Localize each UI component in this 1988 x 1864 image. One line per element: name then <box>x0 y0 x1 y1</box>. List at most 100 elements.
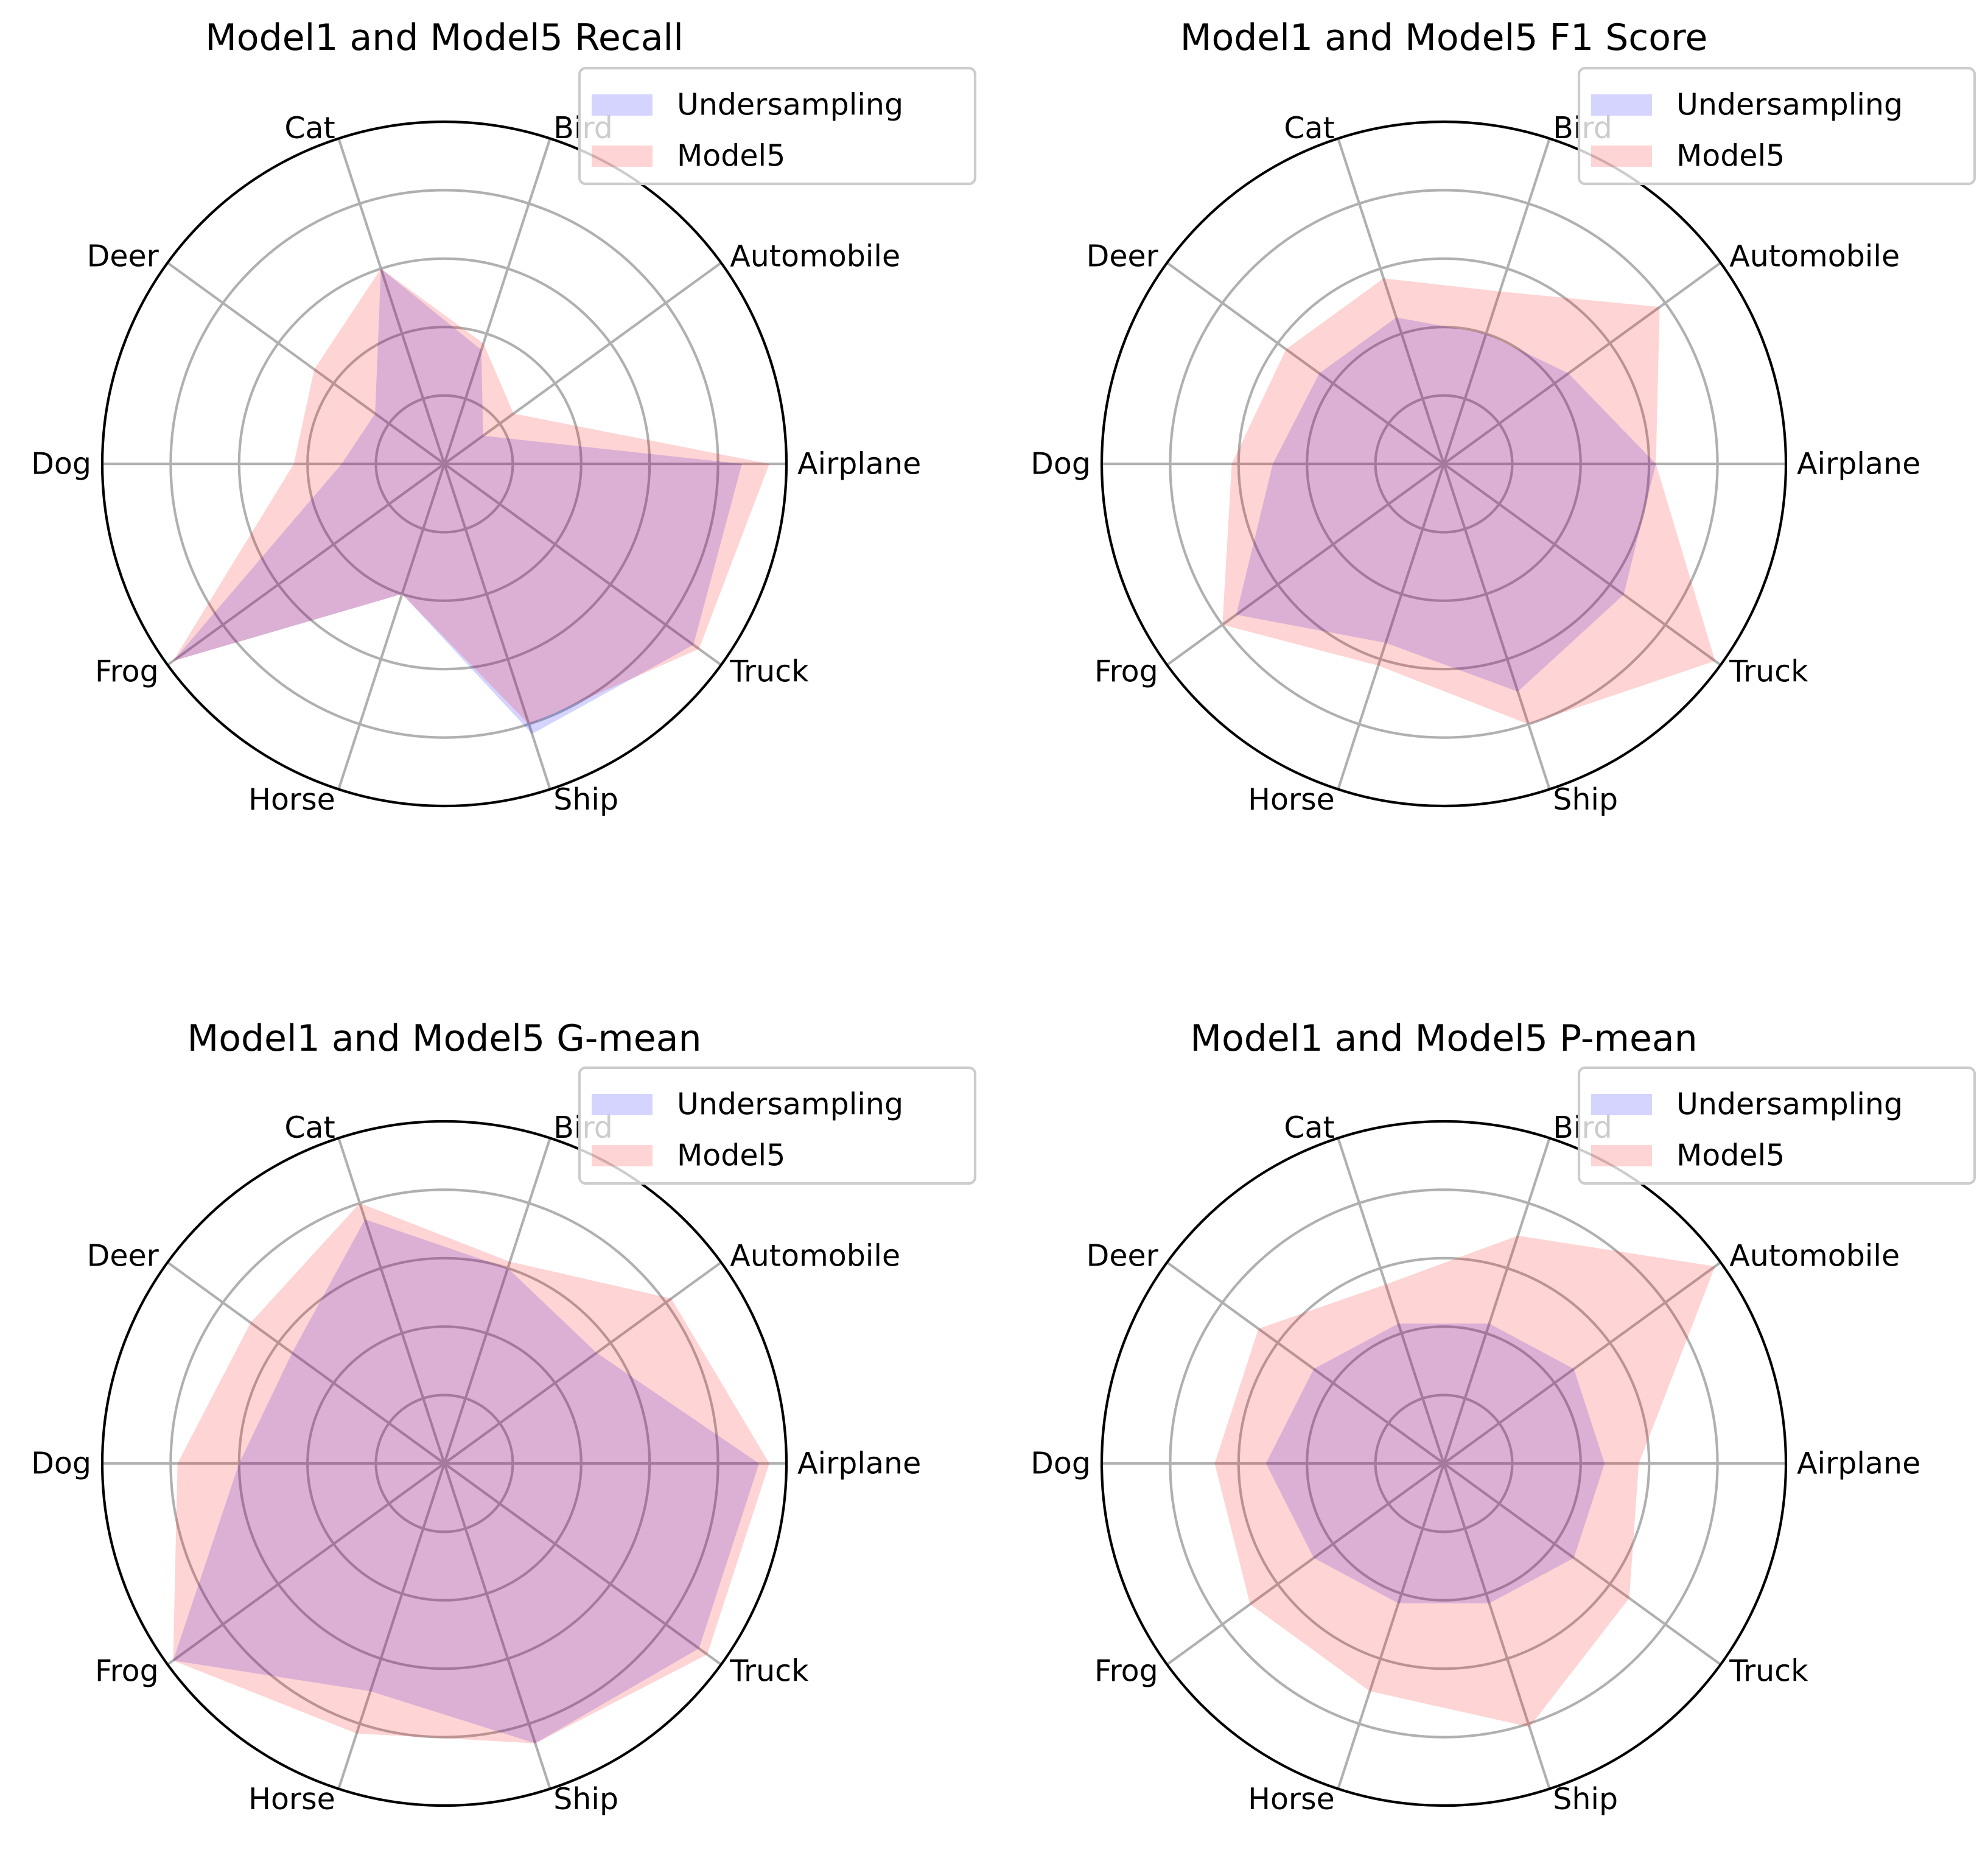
legend-frame <box>1577 66 1976 186</box>
category-label-ship: Ship <box>1553 782 1618 817</box>
series-area-model5 <box>1222 278 1715 724</box>
series-area-model5 <box>173 1203 769 1743</box>
category-label-truck: Truck <box>1729 654 1808 688</box>
legend: Undersampling Model5 <box>578 1066 977 1185</box>
radar-chart-2: Model1 and Model5 F1 Score Airplane Automo… <box>1031 16 1976 817</box>
category-label-truck: Truck <box>1729 1653 1808 1688</box>
spoke-cat <box>1337 138 1445 464</box>
spoke-deer <box>1166 1261 1445 1465</box>
category-label-frog: Frog <box>95 1653 159 1688</box>
category-label-ship: Ship <box>1553 1782 1618 1817</box>
category-label-automobile: Automobile <box>1729 239 1900 274</box>
category-label-automobile: Automobile <box>730 239 900 274</box>
legend-swatch-undersampling <box>1591 1094 1652 1115</box>
category-label-truck: Truck <box>729 654 809 688</box>
category-label-ship: Ship <box>553 782 618 817</box>
legend-swatch-model5 <box>1591 145 1652 167</box>
category-label-cat: Cat <box>1284 111 1334 145</box>
legend-swatch-undersampling <box>592 94 653 116</box>
category-label-deer: Deer <box>1087 239 1159 274</box>
legend: Undersampling Model5 <box>578 66 977 186</box>
spoke-truck <box>443 1462 722 1666</box>
category-label-dog: Dog <box>31 447 91 482</box>
category-label-airplane: Airplane <box>1797 447 1920 482</box>
legend-swatch-undersampling <box>1591 94 1652 116</box>
series-area-undersampling <box>1265 1323 1605 1603</box>
spoke-frog <box>167 463 446 667</box>
polar-frame <box>100 120 788 808</box>
legend-label-undersampling: Undersampling <box>1676 88 1903 122</box>
spoke-bird <box>443 138 551 464</box>
radar-chart-3: Model1 and Model5 G-mean Airplane Automobi… <box>31 1017 977 1817</box>
category-label-deer: Deer <box>87 1239 159 1274</box>
spoke-frog <box>1166 463 1445 667</box>
series-area-undersampling <box>173 1219 759 1743</box>
legend-frame <box>578 1066 977 1185</box>
chart-title: Model1 and Model5 Recall <box>205 16 684 59</box>
legend-label-model5: Model5 <box>1676 1138 1785 1173</box>
chart-title: Model1 and Model5 G-mean <box>187 1017 701 1060</box>
spoke-frog <box>167 1462 446 1666</box>
spoke-truck <box>1443 1462 1721 1666</box>
chart-title: Model1 and Model5 P-mean <box>1190 1017 1697 1060</box>
radar-chart-1: Model1 and Model5 Recall Airplane Automobi… <box>31 16 977 817</box>
spoke-automobile <box>443 1261 722 1465</box>
legend-swatch-model5 <box>592 145 653 167</box>
category-label-cat: Cat <box>284 111 335 145</box>
spoke-deer <box>167 1261 446 1465</box>
category-label-truck: Truck <box>729 1653 809 1688</box>
series-area-model5 <box>1214 1235 1715 1727</box>
polar-frame <box>1100 120 1788 808</box>
spoke-cat <box>337 138 446 464</box>
spoke-cat <box>1337 1137 1445 1464</box>
category-label-frog: Frog <box>1094 654 1158 688</box>
legend-label-undersampling: Undersampling <box>1676 1087 1903 1122</box>
chart-title: Model1 and Model5 F1 Score <box>1180 16 1708 59</box>
spoke-cat <box>337 1137 446 1464</box>
spoke-automobile <box>443 261 722 465</box>
radar-chart-4: Model1 and Model5 P-mean Airplane Automobi… <box>1031 1017 1976 1817</box>
category-label-frog: Frog <box>1094 1653 1158 1688</box>
spoke-deer <box>167 261 446 465</box>
category-label-frog: Frog <box>95 654 159 688</box>
spoke-horse <box>337 463 446 790</box>
spoke-bird <box>1443 1137 1551 1464</box>
legend-label-model5: Model5 <box>1676 139 1785 173</box>
category-label-airplane: Airplane <box>797 447 921 482</box>
series-area-model5 <box>173 268 769 724</box>
legend-label-model5: Model5 <box>677 139 785 173</box>
spoke-truck <box>1443 463 1721 667</box>
spoke-automobile <box>1443 1261 1721 1465</box>
spoke-frog <box>1166 1462 1445 1666</box>
category-label-horse: Horse <box>248 1782 335 1817</box>
spoke-ship <box>443 1463 551 1790</box>
spoke-horse <box>1337 1463 1445 1790</box>
spoke-horse <box>1337 463 1445 790</box>
legend-frame <box>578 66 977 186</box>
spoke-deer <box>1166 261 1445 465</box>
legend-label-model5: Model5 <box>677 1138 785 1173</box>
category-label-dog: Dog <box>31 1446 91 1481</box>
category-label-deer: Deer <box>87 239 159 274</box>
legend: Undersampling Model5 <box>1577 66 1976 186</box>
legend-swatch-model5 <box>1591 1145 1652 1166</box>
category-label-cat: Cat <box>284 1110 335 1145</box>
category-label-deer: Deer <box>1087 1239 1159 1274</box>
spoke-bird <box>1443 138 1551 464</box>
category-label-dog: Dog <box>1031 447 1091 482</box>
legend-label-undersampling: Undersampling <box>677 88 903 122</box>
category-label-cat: Cat <box>1284 1110 1334 1145</box>
category-label-dog: Dog <box>1031 1446 1091 1481</box>
legend-swatch-model5 <box>592 1145 653 1166</box>
legend: Undersampling Model5 <box>1577 1066 1976 1185</box>
category-label-automobile: Automobile <box>730 1239 900 1274</box>
category-label-automobile: Automobile <box>1729 1239 1900 1274</box>
polar-frame <box>100 1119 788 1807</box>
spoke-horse <box>337 1463 446 1790</box>
legend-frame <box>1577 1066 1976 1185</box>
spoke-bird <box>443 1137 551 1464</box>
category-label-ship: Ship <box>553 1782 618 1817</box>
spoke-ship <box>1443 1463 1551 1790</box>
spoke-ship <box>443 463 551 790</box>
